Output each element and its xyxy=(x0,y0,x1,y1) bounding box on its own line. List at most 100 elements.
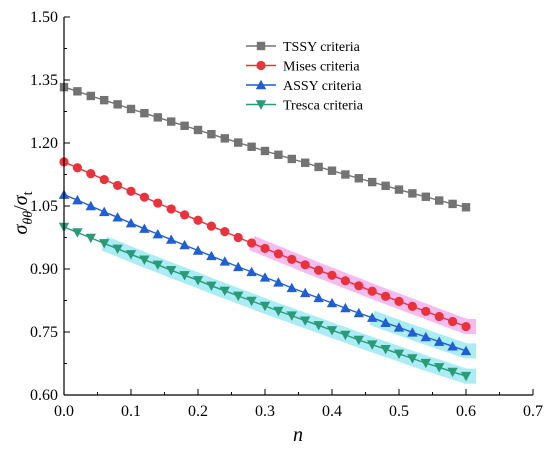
y-tick-label: 0.60 xyxy=(30,387,58,404)
data-point xyxy=(314,162,323,172)
data-point xyxy=(192,276,204,286)
legend-label: Tresca criteria xyxy=(283,99,364,114)
data-point xyxy=(368,177,377,187)
data-point xyxy=(85,200,96,211)
y-tick-label: 1.20 xyxy=(30,135,58,152)
legend-marker xyxy=(256,60,266,71)
data-point xyxy=(313,321,324,331)
data-point xyxy=(367,340,378,350)
data-point xyxy=(99,239,110,249)
data-point xyxy=(353,335,364,346)
data-point xyxy=(353,307,364,318)
data-point xyxy=(380,345,391,355)
data-point xyxy=(420,358,431,369)
data-point xyxy=(381,181,390,191)
y-title-den-sub: t xyxy=(21,191,36,195)
data-point xyxy=(300,287,311,298)
data-point xyxy=(139,223,150,233)
data-point xyxy=(287,254,297,264)
data-point xyxy=(153,113,162,122)
x-tick-label: 0.3 xyxy=(255,403,275,420)
legend-label: TSSY criteria xyxy=(283,40,361,55)
data-point xyxy=(167,117,176,126)
data-point xyxy=(313,292,324,303)
data-point xyxy=(447,341,458,351)
data-point xyxy=(166,204,176,214)
data-point xyxy=(72,228,83,238)
data-point xyxy=(393,322,405,332)
data-point xyxy=(153,198,163,208)
y-tick-label: 0.75 xyxy=(30,324,58,341)
data-point xyxy=(434,336,445,346)
data-point xyxy=(340,330,351,341)
data-point xyxy=(219,286,230,297)
data-point xyxy=(286,282,297,293)
data-point xyxy=(461,321,471,332)
data-point xyxy=(340,302,351,313)
x-tick-label: 0.6 xyxy=(456,403,476,420)
data-point xyxy=(207,129,216,139)
data-point xyxy=(166,266,177,276)
x-tick-label: 0.4 xyxy=(322,403,342,420)
data-point xyxy=(193,215,203,225)
svg-text:σθθ/σt: σθθ/σt xyxy=(10,191,36,234)
data-point xyxy=(340,276,350,286)
data-point xyxy=(125,250,137,260)
data-point xyxy=(140,108,149,118)
data-point xyxy=(434,363,445,373)
data-point xyxy=(326,326,338,336)
data-point xyxy=(179,239,190,250)
data-point xyxy=(301,158,310,167)
data-point xyxy=(326,297,338,308)
data-point xyxy=(247,238,257,248)
data-point xyxy=(99,206,110,217)
legend-marker xyxy=(256,41,266,51)
data-point xyxy=(460,371,472,382)
y-title-num-main: σ xyxy=(10,223,32,234)
data-point xyxy=(234,138,243,147)
y-axis-title: σθθ/σt xyxy=(10,191,36,234)
data-point xyxy=(206,281,217,291)
data-point xyxy=(220,227,230,237)
data-point xyxy=(166,234,177,244)
y-tick-label: 1.50 xyxy=(30,9,58,26)
data-point xyxy=(393,349,405,360)
data-point xyxy=(139,192,149,202)
data-point xyxy=(260,243,270,254)
data-point xyxy=(180,210,190,220)
data-point xyxy=(286,311,297,321)
data-point xyxy=(448,199,457,209)
data-point xyxy=(179,271,190,281)
y-title-den-main: σ xyxy=(10,194,32,205)
data-point xyxy=(300,316,311,326)
series-tresca-criteria xyxy=(58,222,472,382)
data-point xyxy=(206,221,216,231)
data-point xyxy=(300,260,310,270)
data-point xyxy=(341,170,350,179)
data-point xyxy=(206,250,217,261)
data-point xyxy=(421,306,431,317)
data-point xyxy=(435,196,444,205)
data-point xyxy=(394,185,404,194)
legend-label: Mises criteria xyxy=(283,60,360,75)
data-point xyxy=(220,134,229,143)
data-point xyxy=(407,301,417,311)
data-point xyxy=(274,150,283,159)
data-point xyxy=(192,245,204,255)
y-tick-label: 1.35 xyxy=(30,72,58,89)
series-mises-criteria xyxy=(59,157,471,332)
data-point xyxy=(113,180,123,191)
data-point xyxy=(460,345,472,356)
data-point xyxy=(86,91,95,101)
data-point xyxy=(408,189,417,198)
data-point xyxy=(259,272,271,282)
series-layer xyxy=(58,82,472,382)
data-point xyxy=(367,286,377,296)
data-point xyxy=(314,265,324,275)
data-point xyxy=(125,218,137,228)
data-point xyxy=(139,255,150,265)
data-point xyxy=(273,306,284,317)
data-point xyxy=(354,281,364,291)
